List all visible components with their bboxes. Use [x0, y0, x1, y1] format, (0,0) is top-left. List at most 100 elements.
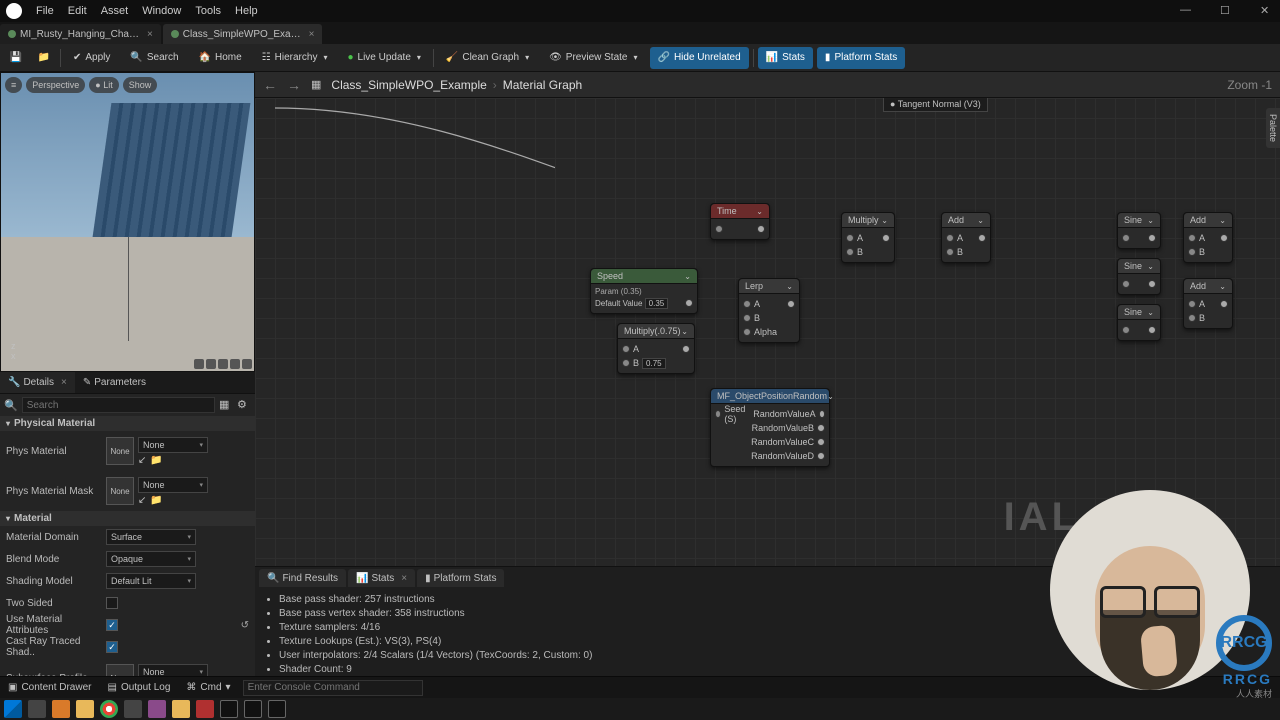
dropdown[interactable]: Default Lit▾	[106, 573, 196, 589]
app-icon[interactable]	[52, 700, 70, 718]
hierarchy-button[interactable]: ☷Hierarchy▾	[254, 47, 336, 69]
platform-stats-button[interactable]: ▮Platform Stats	[817, 47, 905, 69]
menu-help[interactable]: Help	[235, 5, 258, 17]
app-icon[interactable]	[172, 700, 190, 718]
clean-graph-button[interactable]: 🧹Clean Graph▾	[438, 47, 537, 69]
asset-dropdown[interactable]: None▾	[138, 477, 208, 493]
breadcrumb[interactable]: Class_SimpleWPO_Example › Material Graph	[331, 78, 582, 92]
node-header[interactable]: Multiply⌄	[842, 213, 894, 228]
asset-thumbnail[interactable]: None	[106, 437, 134, 465]
graph-node-add1[interactable]: Add⌄AB	[941, 212, 991, 263]
app-icon[interactable]	[148, 700, 166, 718]
checkbox[interactable]: ✓	[106, 641, 118, 653]
platform-stats-tab[interactable]: ▮Platform Stats	[417, 569, 504, 587]
checkbox[interactable]	[106, 597, 118, 609]
hide-unrelated-button[interactable]: 🔗Hide Unrelated	[650, 47, 749, 69]
material-viewport[interactable]: ≡ Perspective ● Lit Show z x	[0, 72, 255, 372]
save-button[interactable]: 💾	[4, 47, 28, 69]
live-update-button[interactable]: ●Live Update▾	[339, 47, 428, 69]
vp-menu-button[interactable]: ≡	[5, 77, 22, 93]
dropdown[interactable]: Opaque▾	[106, 551, 196, 567]
gear-icon[interactable]: ⚙	[237, 398, 251, 412]
use-icon[interactable]: ↙	[138, 455, 146, 466]
close-icon[interactable]: ×	[401, 573, 407, 584]
graph-node-time[interactable]: Time⌄	[710, 203, 770, 240]
chrome-icon[interactable]	[100, 700, 118, 718]
parameters-tab[interactable]: ✎Parameters	[75, 372, 154, 393]
details-tab[interactable]: 🔧Details×	[0, 372, 75, 393]
nav-fwd-icon[interactable]: →	[287, 77, 301, 93]
graph-node-speed[interactable]: Speed⌄Param (0.35)Default Value 0.35	[590, 268, 698, 314]
nav-back-icon[interactable]: ←	[263, 77, 277, 93]
menu-window[interactable]: Window	[142, 5, 181, 17]
graph-node-mult075[interactable]: Multiply(.0.75)⌄AB 0.75	[617, 323, 695, 374]
node-header[interactable]: Sine⌄	[1118, 213, 1160, 228]
browse-icon[interactable]: 📁	[150, 455, 162, 466]
tab-rusty[interactable]: MI_Rusty_Hanging_Cha… ×	[0, 24, 161, 44]
browse-icon[interactable]: 📁	[150, 495, 162, 506]
graph-node-add2[interactable]: Add⌄AB	[1183, 212, 1233, 263]
apply-button[interactable]: ✔Apply	[65, 47, 118, 69]
checkbox[interactable]: ✓	[106, 619, 118, 631]
graph-node-sine2[interactable]: Sine⌄	[1117, 258, 1161, 295]
node-header[interactable]: Multiply(.0.75)⌄	[618, 324, 694, 339]
minimize-icon[interactable]: —	[1180, 4, 1194, 18]
browse-button[interactable]: 📁	[32, 47, 56, 69]
output-log-button[interactable]: ▤Output Log	[103, 682, 174, 693]
graph-node-objpos[interactable]: MF_ObjectPositionRandom⌄Seed (S)RandomVa…	[710, 388, 830, 467]
vp-perspective-button[interactable]: Perspective	[26, 77, 85, 93]
console-input[interactable]	[243, 680, 423, 696]
taskview-icon[interactable]	[28, 700, 46, 718]
details-search-input[interactable]	[22, 397, 215, 413]
node-header[interactable]: Speed⌄	[591, 269, 697, 284]
graph-node-mult1[interactable]: Multiply⌄AB	[841, 212, 895, 263]
preview-state-button[interactable]: 👁Preview State▾	[541, 47, 645, 69]
menu-asset[interactable]: Asset	[101, 5, 129, 17]
asset-dropdown[interactable]: None▾	[138, 437, 208, 453]
maximize-icon[interactable]: ☐	[1220, 4, 1234, 18]
find-results-tab[interactable]: 🔍Find Results	[259, 569, 346, 587]
ue-icon[interactable]	[220, 700, 238, 718]
stats-tab[interactable]: 📊Stats×	[348, 569, 415, 587]
section-header[interactable]: Material	[0, 511, 255, 526]
asset-thumbnail[interactable]: None	[106, 477, 134, 505]
ue-icon[interactable]	[268, 700, 286, 718]
tab-close-icon[interactable]: ×	[309, 29, 315, 40]
home-button[interactable]: 🏠Home	[191, 47, 250, 69]
graph-node-sine1[interactable]: Sine⌄	[1117, 212, 1161, 249]
palette-tab[interactable]: Palette	[1266, 108, 1280, 148]
graph-node-add3[interactable]: Add⌄AB	[1183, 278, 1233, 329]
tab-close-icon[interactable]: ×	[147, 29, 153, 40]
explorer-icon[interactable]	[76, 700, 94, 718]
menu-tools[interactable]: Tools	[195, 5, 221, 17]
node-header[interactable]: Add⌄	[1184, 213, 1232, 228]
vp-lit-button[interactable]: ● Lit	[89, 77, 118, 93]
dropdown[interactable]: Surface▾	[106, 529, 196, 545]
asset-thumbnail[interactable]: None	[106, 664, 134, 676]
menu-file[interactable]: File	[36, 5, 54, 17]
close-icon[interactable]: ✕	[1260, 4, 1274, 18]
app-icon[interactable]	[124, 700, 142, 718]
viewport-mode-icons[interactable]	[194, 359, 252, 369]
search-button[interactable]: 🔍Search	[122, 47, 186, 69]
content-drawer-button[interactable]: ▣Content Drawer	[4, 682, 95, 693]
menu-edit[interactable]: Edit	[68, 5, 87, 17]
graph-node-lerp[interactable]: Lerp⌄ABAlpha	[738, 278, 800, 343]
use-icon[interactable]: ↙	[138, 495, 146, 506]
vp-show-button[interactable]: Show	[123, 77, 158, 93]
node-header[interactable]: Time⌄	[711, 204, 769, 219]
stats-button[interactable]: 📊Stats	[758, 47, 813, 69]
node-header[interactable]: Add⌄	[1184, 279, 1232, 294]
section-header[interactable]: Physical Material	[0, 416, 255, 431]
node-header[interactable]: Lerp⌄	[739, 279, 799, 294]
tab-simplewpo[interactable]: Class_SimpleWPO_Exa… ×	[163, 24, 323, 44]
start-icon[interactable]	[4, 700, 22, 718]
grid-icon[interactable]: ▦	[219, 398, 233, 412]
asset-dropdown[interactable]: None▾	[138, 664, 208, 677]
node-header[interactable]: Sine⌄	[1118, 305, 1160, 320]
close-icon[interactable]: ×	[61, 377, 67, 388]
node-header[interactable]: MF_ObjectPositionRandom⌄	[711, 389, 829, 404]
ue-icon[interactable]	[244, 700, 262, 718]
node-header[interactable]: Sine⌄	[1118, 259, 1160, 274]
graph-node-sine3[interactable]: Sine⌄	[1117, 304, 1161, 341]
